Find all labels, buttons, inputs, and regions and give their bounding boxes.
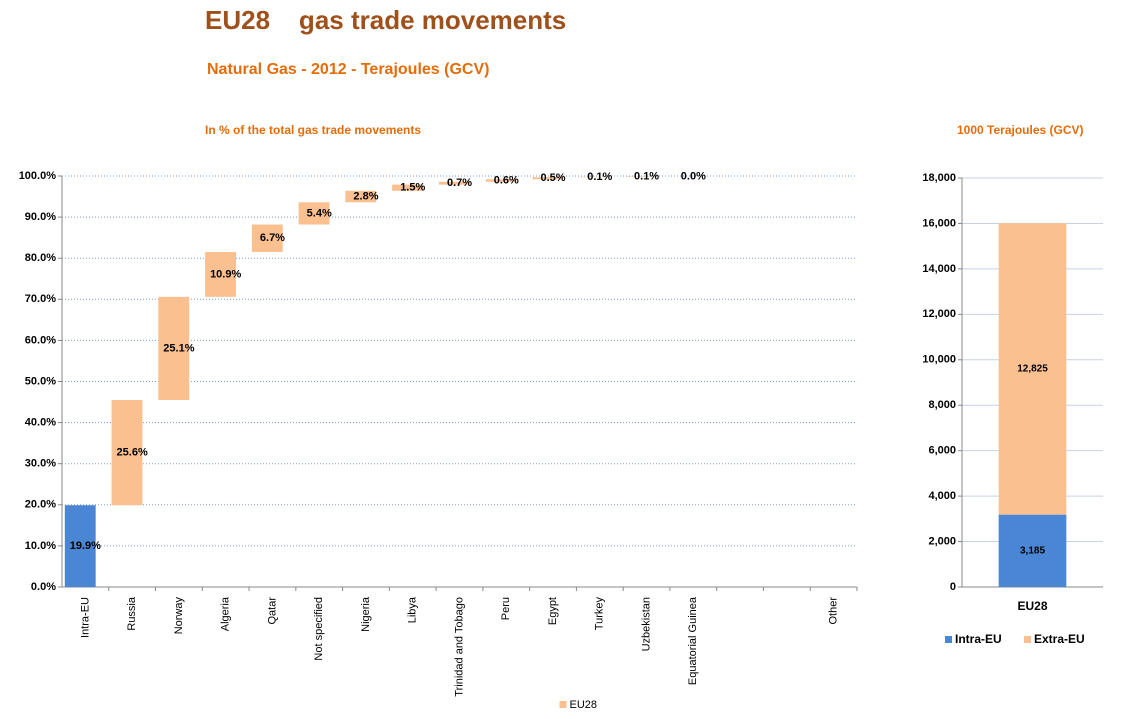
y-tick-label: 16,000 [922,217,956,229]
legend-swatch [559,701,567,708]
legend-label: Intra-EU [955,632,1002,646]
y-tick-label: 18,000 [922,172,956,184]
page-subtitle: Natural Gas - 2012 - Terajoules (GCV) [207,61,489,78]
bar [111,399,143,506]
value-label: 5.4% [307,207,332,219]
y-tick-label: 10.0% [25,540,56,552]
value-label: 0.0% [681,170,706,182]
value-label: 1.5% [400,182,425,194]
bar [485,179,517,182]
y-tick-label: 0.0% [31,581,56,593]
x-tick-label: Equatorial Guinea [687,596,699,685]
x-tick-label: Norway [173,597,185,635]
bar [251,224,283,253]
legend-swatch [945,636,952,643]
x-tick-label: Uzbekistan [640,597,652,651]
bar [298,202,330,225]
y-tick-label: 100.0% [19,170,57,182]
bar-segment [998,514,1067,587]
value-label: 0.5% [540,172,565,184]
y-tick-label: 6,000 [928,445,956,457]
page-title: EU28 gas trade movements [205,5,566,35]
y-tick-label: 4,000 [928,490,956,502]
chart-title: In % of the total gas trade movements [205,123,421,137]
value-label: 0.6% [494,174,519,186]
x-tick-label: EU28 [1017,599,1047,613]
value-label: 2.8% [353,190,378,202]
x-tick-label: Libya [407,596,419,623]
y-tick-label: 90.0% [25,211,56,223]
value-label: 0.1% [634,171,659,183]
x-tick-label: Other [828,597,840,625]
y-tick-label: 14,000 [922,263,956,275]
legend-label: EU28 [570,699,598,711]
y-tick-label: 80.0% [25,252,56,264]
bar [205,252,236,297]
value-label: 6.7% [260,232,285,244]
x-tick-label: Intra-EU [79,597,91,638]
bar [158,296,190,400]
y-tick-label: 70.0% [25,293,56,305]
value-label: 12,825 [1017,364,1048,375]
x-tick-label: Nigeria [360,596,372,632]
bar [438,181,470,185]
value-label: 3,185 [1020,545,1045,556]
y-tick-label: 30.0% [25,458,56,470]
x-tick-label: Egypt [547,597,559,625]
value-label: 0.1% [587,171,612,183]
y-tick-label: 8,000 [928,399,956,411]
y-tick-label: 0 [950,581,956,593]
x-tick-label: Algeria [220,596,232,631]
value-label: 25.6% [117,447,148,459]
x-tick-label: Turkey [594,597,606,631]
y-tick-label: 60.0% [25,334,56,346]
value-label: 10.9% [210,268,241,280]
legend-label: Extra-EU [1034,632,1085,646]
y-tick-label: 20.0% [25,499,56,511]
bar [532,177,564,180]
x-tick-label: Trinidad and Tobago [453,597,465,697]
y-tick-label: 2,000 [928,535,956,547]
x-tick-label: Qatar [266,597,278,625]
y-tick-label: 10,000 [922,354,956,366]
bar [392,184,424,191]
x-tick-label: Russia [126,596,138,631]
value-label: 0.7% [447,177,472,189]
bar [345,190,377,203]
x-tick-label: Not specified [313,597,325,661]
x-tick-label: Peru [500,597,512,620]
legend-swatch [1024,636,1031,643]
chart-title: 1000 Terajoules (GCV) [957,123,1084,137]
value-label: 19.9% [70,540,101,552]
y-tick-label: 50.0% [25,375,56,387]
value-label: 25.1% [163,342,194,354]
bar-segment [998,223,1067,515]
bar [64,505,96,587]
y-tick-label: 12,000 [922,308,956,320]
y-tick-label: 40.0% [25,417,56,429]
